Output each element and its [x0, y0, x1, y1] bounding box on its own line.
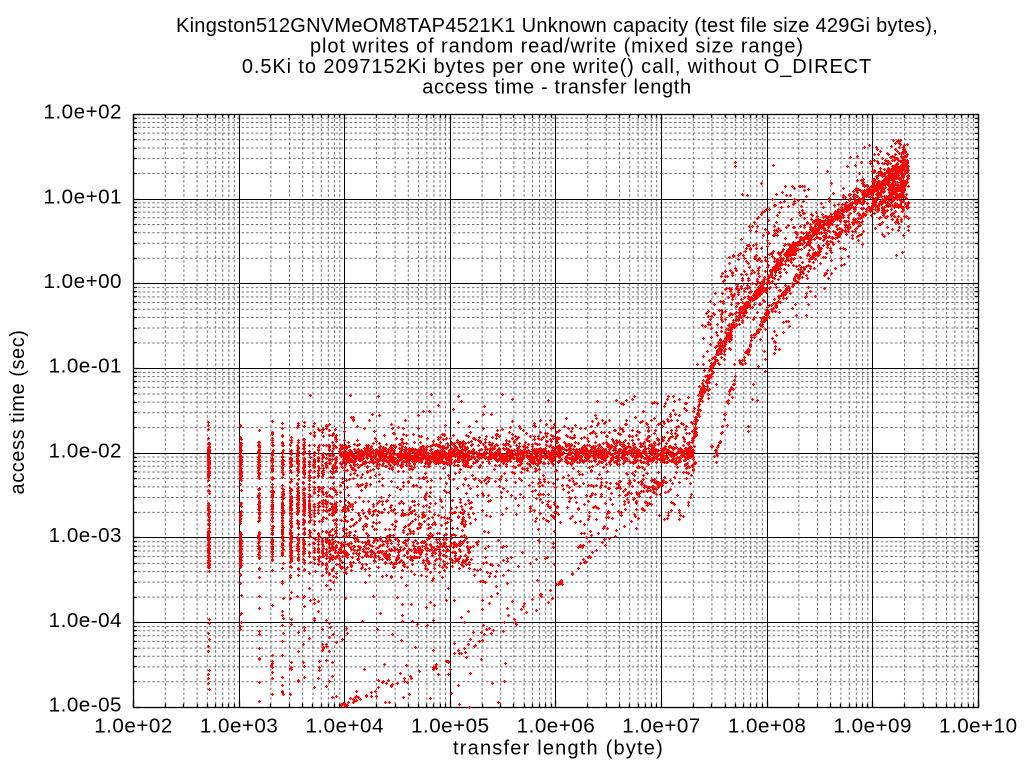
svg-text:1.0e+08: 1.0e+08 — [728, 715, 807, 738]
svg-text:1.0e-05: 1.0e-05 — [49, 694, 122, 717]
svg-text:1.0e+03: 1.0e+03 — [200, 715, 279, 738]
svg-text:1.0e+10: 1.0e+10 — [939, 715, 1018, 738]
svg-text:1.0e+04: 1.0e+04 — [305, 715, 384, 738]
svg-text:1.0e-01: 1.0e-01 — [49, 355, 122, 378]
svg-text:1.0e+09: 1.0e+09 — [833, 715, 912, 738]
svg-text:1.0e+07: 1.0e+07 — [622, 715, 701, 738]
svg-text:1.0e-02: 1.0e-02 — [49, 440, 122, 463]
svg-text:1.0e-03: 1.0e-03 — [49, 524, 122, 547]
svg-text:access time - transfer length: access time - transfer length — [422, 77, 691, 99]
svg-text:Kingston512GNVMeOM8TAP4521K1 U: Kingston512GNVMeOM8TAP4521K1 Unknown cap… — [176, 15, 938, 37]
svg-text:0.5Ki to 2097152Ki bytes per o: 0.5Ki to 2097152Ki bytes per one write()… — [242, 56, 872, 78]
svg-text:1.0e-04: 1.0e-04 — [49, 609, 122, 632]
svg-text:1.0e+05: 1.0e+05 — [411, 715, 490, 738]
svg-text:1.0e+00: 1.0e+00 — [43, 270, 122, 293]
svg-text:1.0e+02: 1.0e+02 — [43, 101, 122, 124]
svg-text:1.0e+01: 1.0e+01 — [43, 185, 122, 208]
svg-text:1.0e+06: 1.0e+06 — [517, 715, 596, 738]
svg-text:plot writes of random read/wri: plot writes of random read/write (mixed … — [310, 35, 804, 57]
svg-text:1.0e+02: 1.0e+02 — [94, 715, 173, 738]
svg-text:transfer length (byte): transfer length (byte) — [453, 738, 664, 760]
svg-text:access time (sec): access time (sec) — [7, 330, 29, 495]
